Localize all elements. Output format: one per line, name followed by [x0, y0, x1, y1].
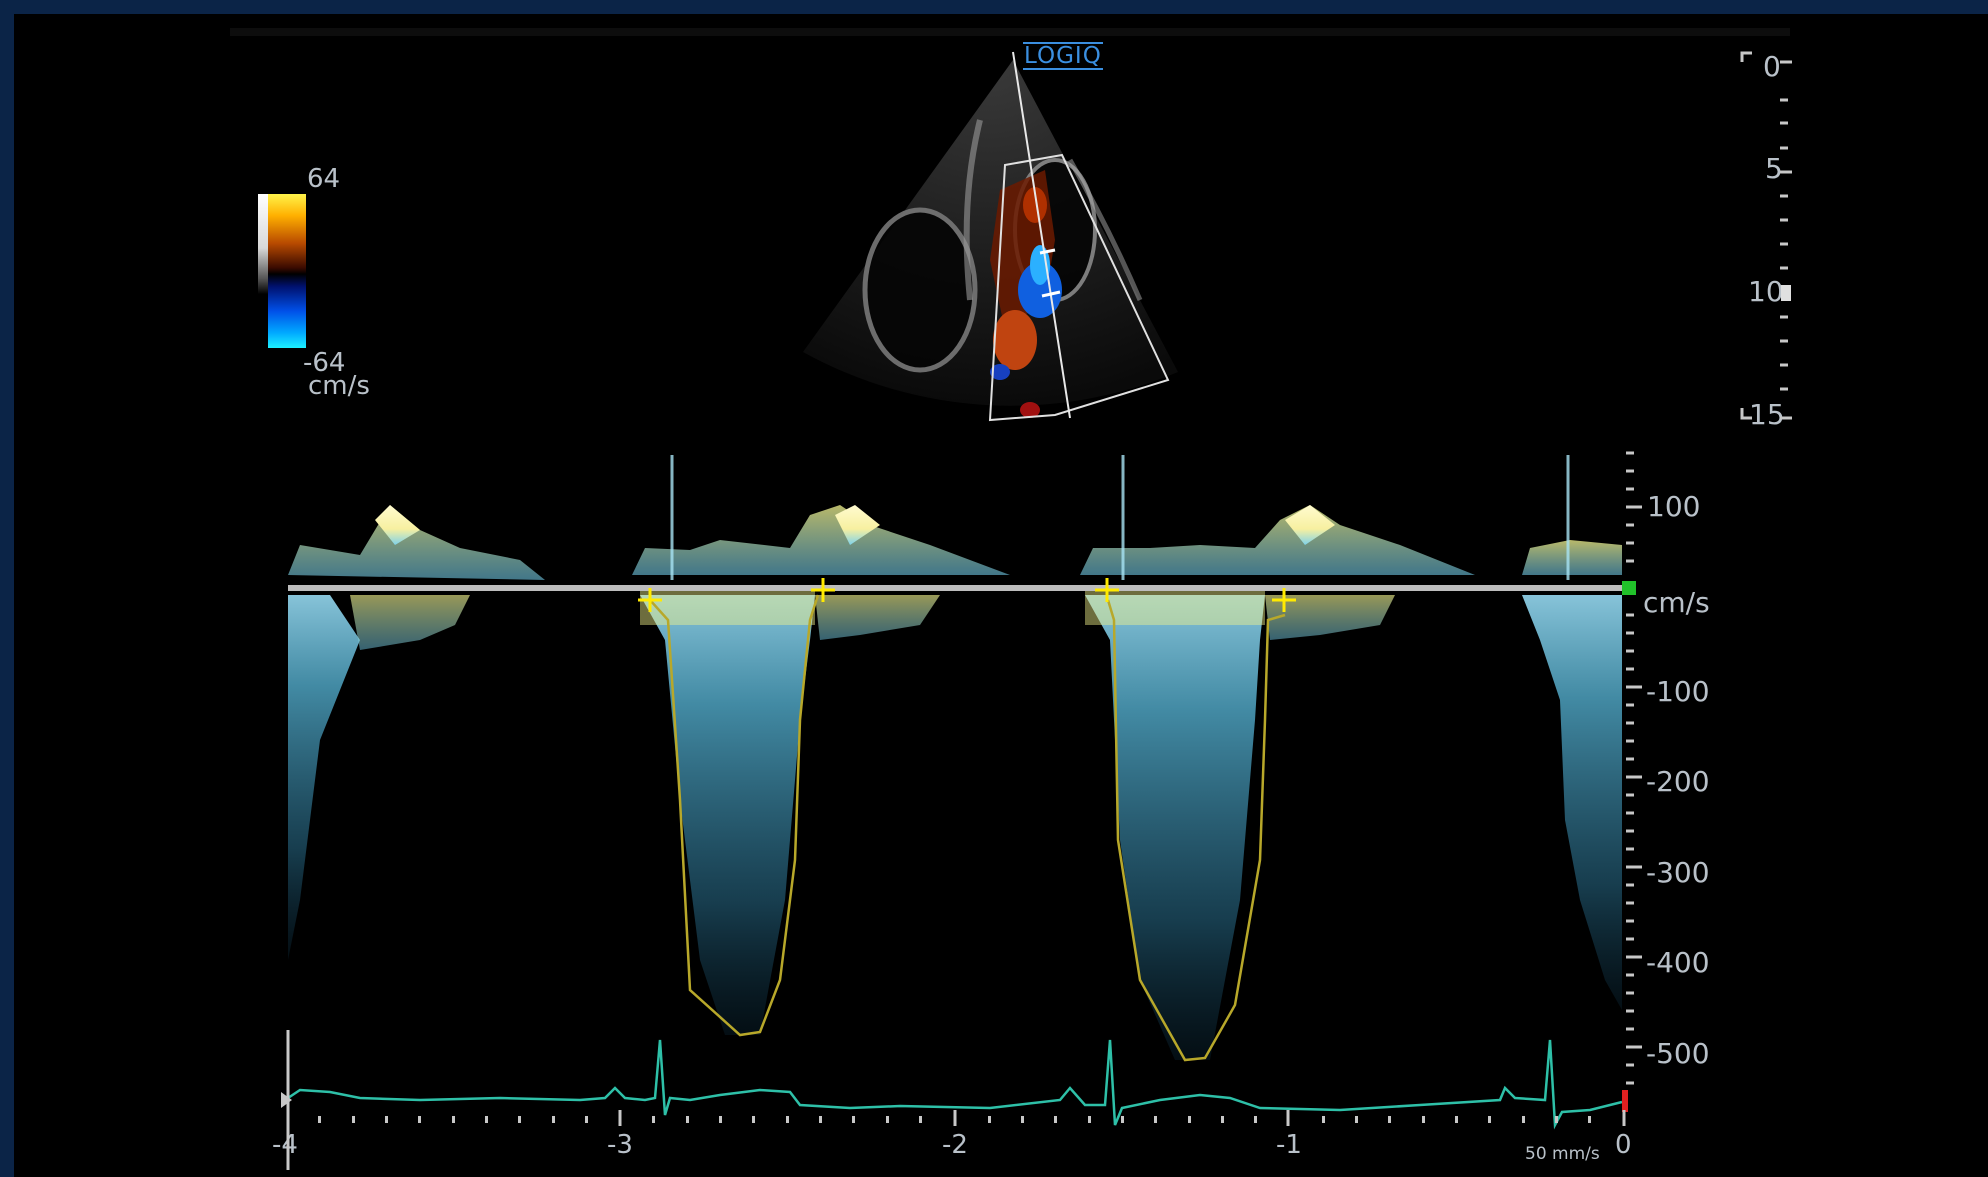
top-header-strip: [230, 28, 1790, 36]
velocity-scale-ticks: [1626, 451, 1642, 1085]
color-scale-min: -64: [303, 348, 346, 378]
colorbar-velocity-strip: [268, 194, 306, 348]
velocity-label-neg400: -400: [1646, 946, 1710, 979]
time-axis-minor-ticks: [318, 1116, 1591, 1123]
spectral-doppler-trace: [288, 455, 1622, 1060]
baseline-marker: [1622, 581, 1636, 595]
time-label-neg1: -1: [1276, 1130, 1302, 1160]
logiq-logo: LOGIQ: [1023, 42, 1103, 70]
depth-label-5: 5: [1765, 152, 1783, 185]
color-flow-scale-bar: [258, 194, 306, 348]
time-axis: [286, 1105, 1626, 1130]
time-label-neg3: -3: [607, 1130, 633, 1160]
time-label-neg2: -2: [942, 1130, 968, 1160]
depth-label-0: 0: [1763, 50, 1781, 83]
velocity-label-neg200: -200: [1646, 765, 1710, 798]
depth-scale-ticks: [1740, 51, 1792, 420]
time-label-0: 0: [1615, 1130, 1632, 1160]
velocity-label-100: 100: [1647, 490, 1701, 523]
velocity-label-neg100: -100: [1646, 675, 1710, 708]
color-scale-max: 64: [307, 164, 341, 194]
color-scale-unit: cm/s: [308, 371, 370, 401]
ecg-left-marker: [281, 1092, 292, 1108]
colorbar-gray-strip: [258, 194, 268, 348]
time-label-neg4: -4: [272, 1130, 298, 1160]
depth-label-15: 15: [1749, 398, 1785, 431]
depth-label-10: 10: [1748, 275, 1784, 308]
velocity-unit-label: cm/s: [1643, 586, 1710, 619]
caliper-markers: [638, 578, 1296, 612]
velocity-label-neg500: -500: [1646, 1037, 1710, 1070]
velocity-envelope-traces: [649, 594, 1286, 1062]
ecg-right-marker: [1622, 1090, 1628, 1112]
sweep-speed-label: 50 mm/s: [1525, 1144, 1600, 1164]
echo-sector-image: [803, 51, 1178, 422]
velocity-label-neg300: -300: [1646, 856, 1710, 889]
ecg-trace: [287, 1039, 1623, 1130]
